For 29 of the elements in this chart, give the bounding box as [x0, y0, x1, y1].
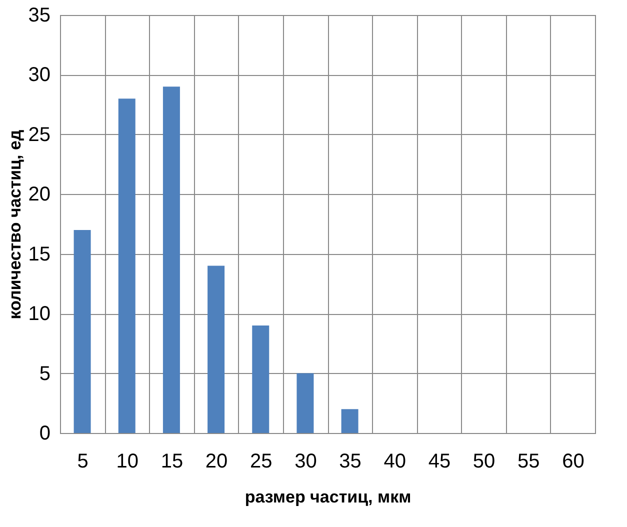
x-tick-label: 45: [428, 450, 451, 472]
x-tick-label: 35: [339, 450, 362, 472]
x-tick-label: 5: [77, 450, 88, 472]
x-tick-label: 60: [562, 450, 584, 472]
x-tick-label: 30: [294, 450, 317, 472]
x-tick-label: 25: [250, 450, 272, 472]
bar: [252, 326, 270, 433]
x-tick-label: 40: [384, 450, 406, 472]
y-tick-label: 35: [28, 4, 50, 26]
bar: [296, 373, 314, 433]
bar: [118, 98, 136, 433]
x-tick-label: 50: [472, 450, 496, 472]
x-tick-label: 10: [116, 450, 138, 472]
y-axis-title: количество частиц, ед: [5, 130, 24, 320]
y-tick-label: 10: [28, 303, 50, 326]
x-tick-label: 55: [518, 450, 540, 472]
y-tick-label: 15: [28, 243, 50, 266]
y-tick-label: 5: [39, 362, 50, 385]
bar: [341, 409, 358, 433]
x-axis-title: размер частиц, мкм: [244, 488, 412, 506]
bar: [74, 230, 91, 433]
bar: [208, 266, 225, 433]
x-tick-label: 20: [205, 450, 228, 472]
y-tick-label: 0: [39, 422, 50, 444]
y-tick-label: 30: [28, 64, 50, 86]
y-tick-label: 20: [28, 184, 50, 206]
x-tick-label: 15: [160, 450, 184, 472]
bar: [162, 86, 180, 433]
y-tick-label: 25: [28, 124, 50, 146]
